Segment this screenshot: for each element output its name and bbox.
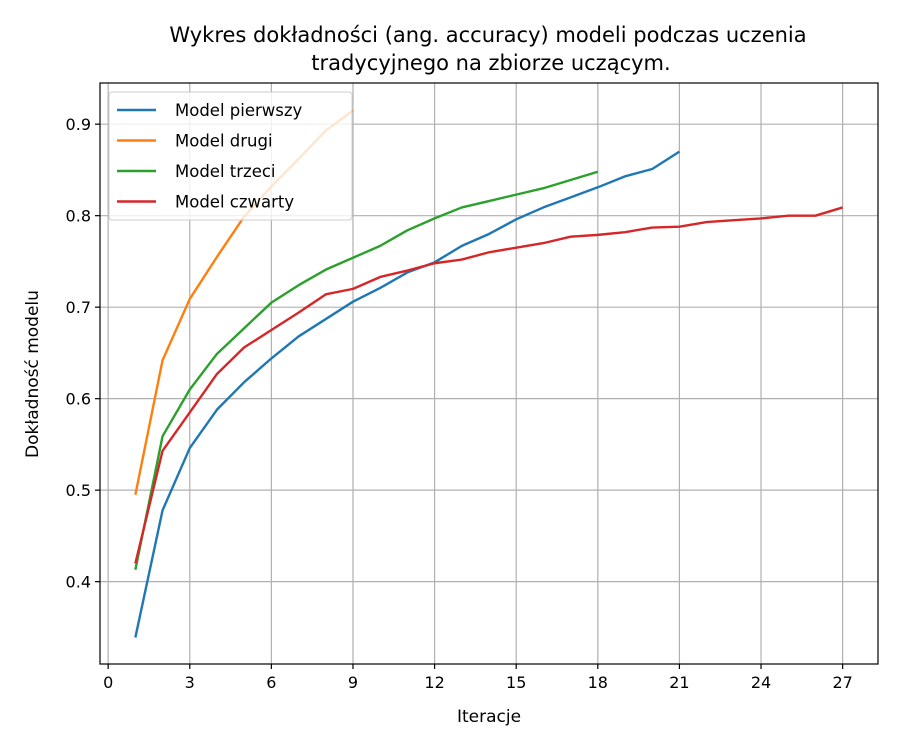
plot-area-frame (99, 82, 879, 665)
y-tick-label: 0.7 (66, 298, 91, 317)
x-tick-label: 21 (669, 673, 689, 692)
x-tick-label: 12 (424, 673, 444, 692)
legend-label: Model czwarty (175, 193, 294, 212)
y-tick-label: 0.6 (66, 390, 91, 409)
x-tick-label: 24 (751, 673, 771, 692)
legend-box (108, 91, 353, 221)
x-tick-label: 27 (832, 673, 852, 692)
series-line-4 (134, 206, 843, 564)
legend-label: Model drugi (175, 132, 273, 151)
axis-ticks: 0 3 6 9 12 15 18 21 24 27 0.4 0.5 0.6 0.7 0.8 0.9 (66, 115, 853, 692)
series-line-1 (134, 150, 681, 638)
legend: Model pierwszy Model drugi Model trzeci Mod… (108, 91, 353, 221)
y-tick-label: 0.5 (66, 481, 91, 500)
legend-label: Model trzeci (175, 162, 276, 181)
y-tick-label: 0.8 (66, 207, 91, 226)
x-tick-label: 18 (588, 673, 608, 692)
chart-title-line-2: tradycyjnego na zbiorze uczącym. (311, 51, 670, 75)
y-tick-label: 0.4 (66, 573, 91, 592)
series-line-3 (134, 170, 599, 570)
chart-title-line-1: Wykres dokładności (ang. accuracy) model… (169, 23, 806, 47)
x-tick-label: 6 (266, 673, 276, 692)
x-axis-label: Iteracje (457, 707, 521, 727)
x-tick-label: 9 (348, 673, 358, 692)
legend-label: Model pierwszy (175, 101, 303, 120)
x-tick-label: 15 (506, 673, 526, 692)
x-tick-label: 0 (103, 673, 113, 692)
x-tick-label: 3 (185, 673, 195, 692)
y-tick-label: 0.9 (66, 115, 91, 134)
grid-lines (100, 83, 878, 664)
y-axis-label: Dokładność modelu (23, 290, 43, 458)
